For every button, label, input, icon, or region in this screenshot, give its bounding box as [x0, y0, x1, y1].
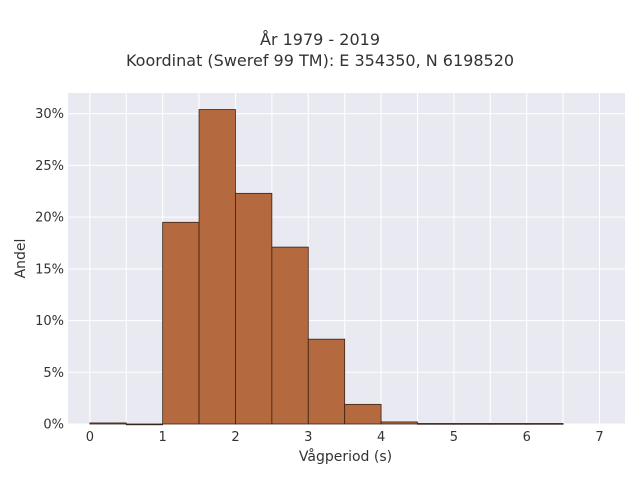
y-tick-label: 25% — [35, 159, 64, 174]
histogram-bar — [235, 192, 273, 425]
y-tick-label: 20% — [35, 211, 64, 226]
histogram-bars — [89, 109, 564, 426]
x-tick-label: 3 — [304, 430, 312, 445]
histogram-bar — [125, 423, 164, 426]
x-tick-label: 6 — [523, 430, 531, 445]
plot-area — [68, 93, 625, 424]
histogram-bar — [453, 423, 491, 425]
y-tick-label: 30% — [35, 107, 64, 122]
y-tick-label: 0% — [43, 418, 64, 433]
chart-subtitle: Koordinat (Sweref 99 TM): E 354350, N 61… — [125, 51, 515, 70]
histogram-bar — [198, 109, 236, 425]
y-axis-ticks: 0% 5% 10% 15% 20% 25% 30% — [35, 107, 64, 432]
x-tick-label: 2 — [231, 430, 239, 445]
histogram-bar — [344, 403, 382, 425]
histogram-bar — [162, 221, 200, 425]
histogram-bar — [307, 338, 346, 425]
histogram-bar — [526, 423, 564, 425]
x-axis-label: Vågperiod (s) — [299, 448, 392, 465]
x-tick-label: 1 — [159, 430, 167, 445]
x-tick-label: 0 — [86, 430, 94, 445]
y-tick-label: 15% — [35, 262, 64, 277]
histogram-bar — [489, 423, 528, 425]
x-axis-ticks: 0 1 2 3 4 5 6 7 — [86, 430, 604, 445]
y-tick-label: 10% — [35, 314, 64, 329]
x-tick-label: 7 — [595, 430, 603, 445]
chart-title: År 1979 - 2019 — [260, 30, 380, 49]
y-tick-label: 5% — [43, 366, 64, 381]
x-tick-label: 5 — [450, 430, 458, 445]
histogram-bar — [380, 421, 418, 425]
x-tick-label: 4 — [377, 430, 385, 445]
histogram-bar — [89, 422, 127, 425]
histogram-bar — [417, 423, 455, 425]
y-axis-label: Andel — [13, 239, 29, 279]
histogram-bar — [271, 246, 309, 425]
